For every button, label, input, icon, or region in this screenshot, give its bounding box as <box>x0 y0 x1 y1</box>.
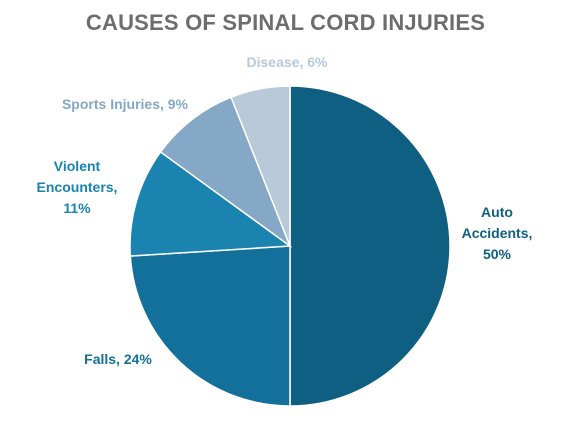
slice-label-line: 11% <box>63 200 91 216</box>
slice-label-line: Disease, 6% <box>247 54 328 70</box>
slice-label-falls: Falls, 24% <box>84 351 152 367</box>
slice-label-line: Falls, 24% <box>84 351 152 367</box>
slice-label-line: Encounters, <box>37 179 118 195</box>
chart-title: CAUSES OF SPINAL CORD INJURIES <box>85 10 486 35</box>
slice-label-violent-encounters: Violent Encounters, 11% <box>37 158 118 216</box>
slice-label-disease: Disease, 6% <box>247 54 328 70</box>
pie-slice-auto-accidents <box>289 85 451 407</box>
pie-slice-sports-injuries <box>159 96 292 249</box>
pie-slice-disease <box>230 85 291 247</box>
pie-slice-violent-encounters <box>129 150 293 257</box>
slice-label-line: Violent <box>54 158 101 174</box>
pie-slice-falls <box>129 245 291 407</box>
slice-label-line: Auto <box>481 204 513 220</box>
slice-label-auto-accidents: Auto Accidents, 50% <box>462 204 533 262</box>
slice-label-line: Accidents, <box>462 225 533 241</box>
slice-label-line: 50% <box>483 246 512 262</box>
slice-label-line: Sports Injuries, 9% <box>62 96 189 112</box>
slice-label-sports-injuries: Sports Injuries, 9% <box>62 96 189 112</box>
